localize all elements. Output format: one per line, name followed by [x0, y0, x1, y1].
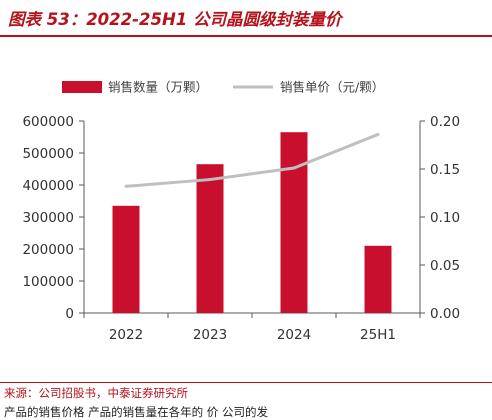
- left-tick-label: 100000: [22, 274, 74, 290]
- legend-bar-label: 销售数量（万颗）: [108, 80, 208, 95]
- price-point-2023: [208, 178, 212, 182]
- price-point-25H1: [376, 132, 380, 136]
- right-tick-label: 0.20: [430, 114, 460, 130]
- source-divider: [0, 382, 492, 383]
- left-tick-label: 400000: [22, 178, 74, 194]
- left-tick-label: 300000: [22, 210, 74, 226]
- x-tick-label: 2022: [109, 327, 143, 343]
- wafer-level-packaging-chart: 销售数量（万颗） 销售单价（元/颗） 0 100000 200000 300000 40…: [22, 80, 460, 344]
- title-divider: [0, 35, 492, 37]
- left-tick-label: 0: [65, 306, 74, 322]
- right-tick-label: 0.10: [430, 210, 460, 226]
- left-tick-label: 200000: [22, 242, 74, 258]
- price-point-2024: [292, 166, 296, 170]
- bar-series: [112, 132, 392, 313]
- right-tick-label: 0.05: [430, 258, 460, 274]
- bar-2022: [112, 205, 140, 313]
- right-tick-label: 0.15: [430, 162, 460, 178]
- legend-line-label: 销售单价（元/颗）: [280, 80, 384, 95]
- cut-off-body-text: 产品的销售价格 产品的销售量在各年的 价 公司的发: [4, 405, 268, 419]
- left-tick-label: 600000: [22, 114, 74, 130]
- bar-25H1: [364, 245, 392, 313]
- source-note: 来源：公司招股书，中泰证券研究所: [4, 386, 188, 400]
- figure-title: 图表 53：2022-25H1 公司晶圆级封装量价: [8, 10, 342, 29]
- left-tick-label: 500000: [22, 146, 74, 162]
- chart-legend: 销售数量（万颗） 销售单价（元/颗）: [62, 80, 384, 95]
- legend-bar-swatch: [62, 81, 102, 93]
- right-tick-label: 0.00: [430, 306, 460, 322]
- line-series: [124, 132, 380, 188]
- bar-2023: [196, 164, 224, 313]
- x-tick-label: 25H1: [360, 327, 396, 343]
- x-tick-label: 2023: [193, 327, 227, 343]
- bar-2024: [280, 132, 308, 313]
- chart-axes: 0 100000 200000 300000 400000 500000 600000 0.0…: [22, 114, 460, 343]
- price-line: [125, 133, 379, 188]
- x-tick-label: 2024: [277, 327, 311, 343]
- price-point-2022: [124, 184, 128, 188]
